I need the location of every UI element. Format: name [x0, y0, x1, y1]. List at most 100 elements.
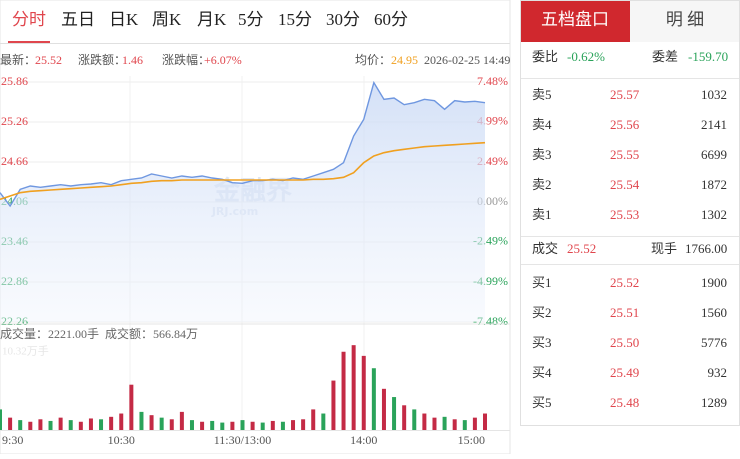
order-price: 25.51 — [610, 305, 639, 320]
order-volume: 5776 — [701, 335, 728, 350]
panel-tab[interactable] — [630, 1, 739, 42]
order-label: 买3 — [532, 335, 552, 350]
x-tick-label: 9:30 — [2, 433, 23, 447]
deal-info: 现手 — [651, 241, 677, 256]
order-price: 25.55 — [610, 147, 639, 162]
tab[interactable]: 60分 — [374, 10, 408, 29]
volume-bar — [381, 388, 386, 430]
volume-bar — [402, 405, 407, 430]
volume-bar — [159, 417, 164, 430]
volume-bar — [109, 416, 114, 430]
tab[interactable]: 5分 — [238, 10, 264, 29]
order-label: 卖1 — [532, 207, 552, 222]
panel-tab-active[interactable] — [521, 1, 630, 42]
volume-bar — [189, 420, 194, 430]
volume-bar — [149, 415, 154, 430]
info-text: 涨跌幅： — [162, 52, 210, 67]
order-label: 卖2 — [532, 177, 552, 192]
volume-bar — [99, 419, 104, 430]
order-volume: 2141 — [701, 117, 727, 132]
order-summary: 委差 — [652, 49, 678, 64]
order-price: 25.57 — [610, 87, 640, 102]
order-label: 卖4 — [532, 117, 552, 132]
volume-bar — [210, 420, 215, 430]
order-price: 25.53 — [610, 207, 639, 222]
order-label: 买1 — [532, 275, 552, 290]
volume-bar — [351, 345, 356, 430]
volume-bar — [48, 420, 53, 430]
tab[interactable]: 月K — [197, 10, 227, 29]
average-line — [0, 141, 486, 201]
tab[interactable]: 30分 — [326, 10, 360, 29]
info-text: +6.07% — [204, 53, 242, 67]
deal-info: 成交 — [532, 241, 558, 256]
tab[interactable]: 分时 — [12, 10, 46, 29]
volume-bar — [68, 420, 73, 430]
volume-bar — [361, 355, 366, 430]
order-label: 卖3 — [532, 147, 552, 162]
volume-bar — [88, 418, 93, 430]
volume-text: 成交量：2221.00手 — [0, 326, 99, 341]
x-tick-label: 11:30/13:00 — [214, 433, 272, 447]
order-summary: -159.70 — [688, 49, 728, 64]
info-text: 涨跌额： — [78, 52, 126, 67]
y2-tick-label: 7.48% — [477, 74, 508, 88]
deal-info: 1766.00 — [685, 241, 727, 256]
volume-bar — [371, 368, 376, 430]
volume-bar — [240, 420, 245, 430]
panel-tab-label[interactable]: 五档盘口 — [541, 10, 609, 29]
tab[interactable]: 15分 — [278, 10, 312, 29]
order-price: 25.56 — [610, 117, 640, 132]
deal-info: 25.52 — [567, 241, 596, 256]
volume-bar — [18, 420, 23, 430]
volume-bar — [311, 409, 316, 430]
order-volume: 6699 — [701, 147, 727, 162]
volume-bar — [179, 411, 184, 430]
volume-bar — [291, 420, 296, 430]
x-tick-label: 14:00 — [350, 433, 377, 447]
volume-bar — [341, 351, 346, 430]
info-text: 24.95 — [391, 53, 418, 67]
tab[interactable]: 周K — [152, 10, 182, 29]
panel-tab-label[interactable]: 明 细 — [666, 10, 704, 29]
price-line — [0, 80, 486, 208]
price-area — [0, 82, 485, 323]
volume-bar — [119, 413, 124, 430]
info-text: 均价： — [355, 53, 391, 67]
info-text: 2026-02-25 14:49 — [424, 53, 510, 67]
volume-bar — [260, 422, 265, 430]
order-volume: 1302 — [701, 207, 727, 222]
volume-bar — [139, 411, 144, 430]
order-price: 25.49 — [610, 365, 639, 380]
info-text: 25.52 — [35, 53, 62, 67]
order-summary: 委比 — [532, 49, 558, 64]
volume-bar — [250, 421, 255, 430]
order-volume: 932 — [708, 365, 728, 380]
order-price: 25.50 — [610, 335, 639, 350]
y-tick-label: 25.26 — [1, 114, 28, 128]
order-volume: 1032 — [701, 87, 727, 102]
tab[interactable]: 日K — [109, 10, 139, 29]
volume-bar — [129, 384, 134, 430]
volume-bar — [169, 419, 174, 430]
order-volume: 1872 — [701, 177, 727, 192]
y-tick-label: 24.66 — [1, 154, 28, 168]
x-tick-label: 15:00 — [458, 433, 485, 447]
volume-bar — [230, 421, 235, 430]
volume-bar — [331, 380, 336, 430]
volume-bar — [200, 421, 205, 430]
volume-bar — [462, 420, 467, 430]
volume-bar — [78, 421, 83, 430]
order-price: 25.54 — [610, 177, 640, 192]
volume-bar — [472, 417, 477, 430]
volume-bar — [8, 417, 13, 430]
order-volume: 1900 — [701, 275, 727, 290]
order-label: 买4 — [532, 365, 552, 380]
volume-bar — [452, 419, 457, 430]
volume-bar — [432, 417, 437, 430]
order-label: 买2 — [532, 305, 552, 320]
order-label: 卖5 — [532, 87, 552, 102]
tab[interactable]: 五日 — [61, 10, 95, 29]
volume-bar — [301, 419, 306, 430]
